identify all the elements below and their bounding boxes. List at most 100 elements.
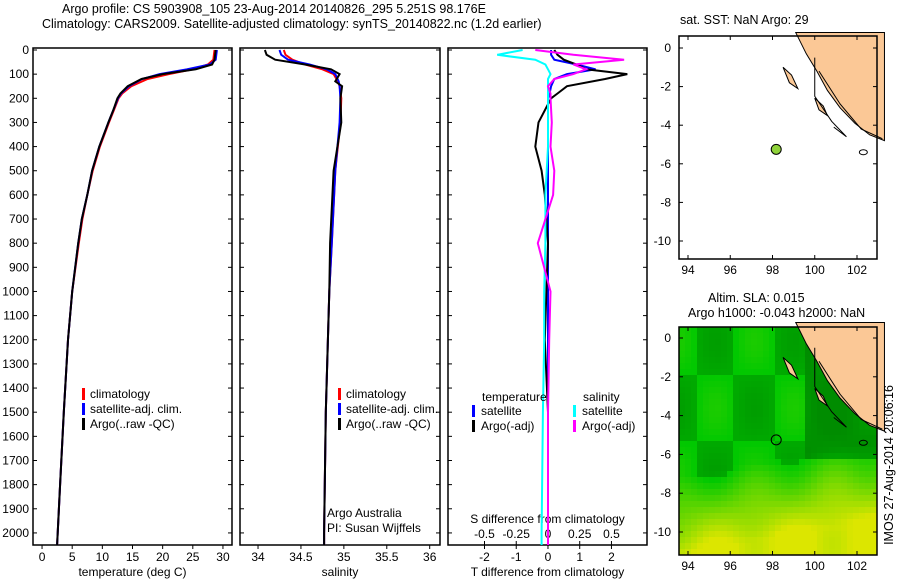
sla-cell [703, 411, 709, 417]
sla-cell [697, 483, 703, 489]
sla-cell [841, 477, 847, 483]
sla-cell [799, 363, 805, 369]
sla-cell [751, 477, 757, 483]
sla-cell [691, 339, 697, 345]
x-tick-label: 0 [545, 550, 552, 564]
y-tick-label: 1800 [2, 478, 29, 492]
sla-cell [835, 399, 841, 405]
sla-cell [847, 495, 853, 501]
sla-cell [697, 447, 703, 453]
sla-cell [715, 459, 721, 465]
map1-lon-label: 100 [805, 263, 825, 277]
y-tick-label: 1900 [2, 502, 29, 516]
sla-cell [745, 537, 751, 543]
sla-cell [775, 477, 781, 483]
sla-cell [841, 543, 847, 549]
sla-cell [871, 513, 877, 519]
sla-cell [679, 537, 685, 543]
sla-cell [805, 513, 811, 519]
sla-cell [775, 441, 781, 447]
sla-cell [763, 345, 769, 351]
sla-cell [775, 357, 781, 363]
sla-cell [757, 387, 763, 393]
y-tick-label: 100 [9, 67, 29, 81]
sla-cell [865, 537, 871, 543]
sla-cell [745, 387, 751, 393]
x-tick-label: 35.5 [375, 550, 399, 564]
legend-label: climatology [90, 387, 150, 401]
map2-title-1: Altim. SLA: 0.015 [708, 291, 805, 305]
sla-cell [727, 387, 733, 393]
sla-cell [799, 519, 805, 525]
sla-cell [871, 489, 877, 495]
map1-frame [678, 35, 878, 260]
map2-lat-label: -2 [660, 370, 671, 384]
x-tick-label: 5 [69, 550, 76, 564]
sla-cell [853, 513, 859, 519]
sla-cell [829, 417, 835, 423]
sla-cell [775, 531, 781, 537]
sla-cell [817, 417, 823, 423]
sla-cell [793, 339, 799, 345]
sla-cell [769, 357, 775, 363]
sla-cell [739, 531, 745, 537]
sla-cell [733, 333, 739, 339]
sla-cell [691, 549, 697, 555]
sla-cell [721, 381, 727, 387]
sla-cell [853, 531, 859, 537]
map1-lat-label: -4 [660, 118, 671, 132]
sla-cell [745, 369, 751, 375]
sla-cell [679, 507, 685, 513]
sla-cell [805, 387, 811, 393]
sla-cell [721, 369, 727, 375]
sla-cell [817, 549, 823, 555]
legend-swatch [573, 405, 576, 417]
sla-cell [763, 393, 769, 399]
sla-cell [787, 513, 793, 519]
sla-cell [787, 339, 793, 345]
sla-cell [691, 357, 697, 363]
sla-cell [685, 507, 691, 513]
sla-cell [823, 525, 829, 531]
sla-cell [847, 453, 853, 459]
sla-cell [739, 501, 745, 507]
sla-cell [787, 465, 793, 471]
sla-cell [793, 441, 799, 447]
sla-cell [697, 501, 703, 507]
sla-cell [817, 477, 823, 483]
sla-cell [787, 459, 793, 465]
sla-cell [709, 483, 715, 489]
sla-cell [745, 423, 751, 429]
sla-cell [787, 327, 793, 333]
sla-cell [865, 423, 871, 429]
sla-cell [715, 435, 721, 441]
sla-cell [679, 447, 685, 453]
sla-cell [829, 543, 835, 549]
map1-map: 94 96 98 100 102 0 -2 -4 -6 -8 -10 [654, 32, 885, 277]
map2-lon-label: 100 [805, 559, 825, 573]
sla-cell [871, 483, 877, 489]
sla-cell [769, 531, 775, 537]
sla-cell [685, 537, 691, 543]
sla-cell [823, 459, 829, 465]
sla-cell [823, 483, 829, 489]
sla-cell [709, 513, 715, 519]
sla-cell [721, 351, 727, 357]
sla-cell [715, 333, 721, 339]
sla-cell [871, 441, 877, 447]
sla-cell [679, 375, 685, 381]
sla-cell [733, 453, 739, 459]
sla-cell [769, 507, 775, 513]
sla-cell [847, 543, 853, 549]
sla-cell [733, 429, 739, 435]
sla-cell [829, 423, 835, 429]
sla-cell [775, 405, 781, 411]
sla-cell [703, 549, 709, 555]
sla-cell [799, 531, 805, 537]
map1-lat-label: -2 [660, 80, 671, 94]
sla-cell [823, 411, 829, 417]
sla-cell [835, 531, 841, 537]
sla-cell [745, 435, 751, 441]
sla-cell [859, 513, 865, 519]
sla-cell [805, 507, 811, 513]
